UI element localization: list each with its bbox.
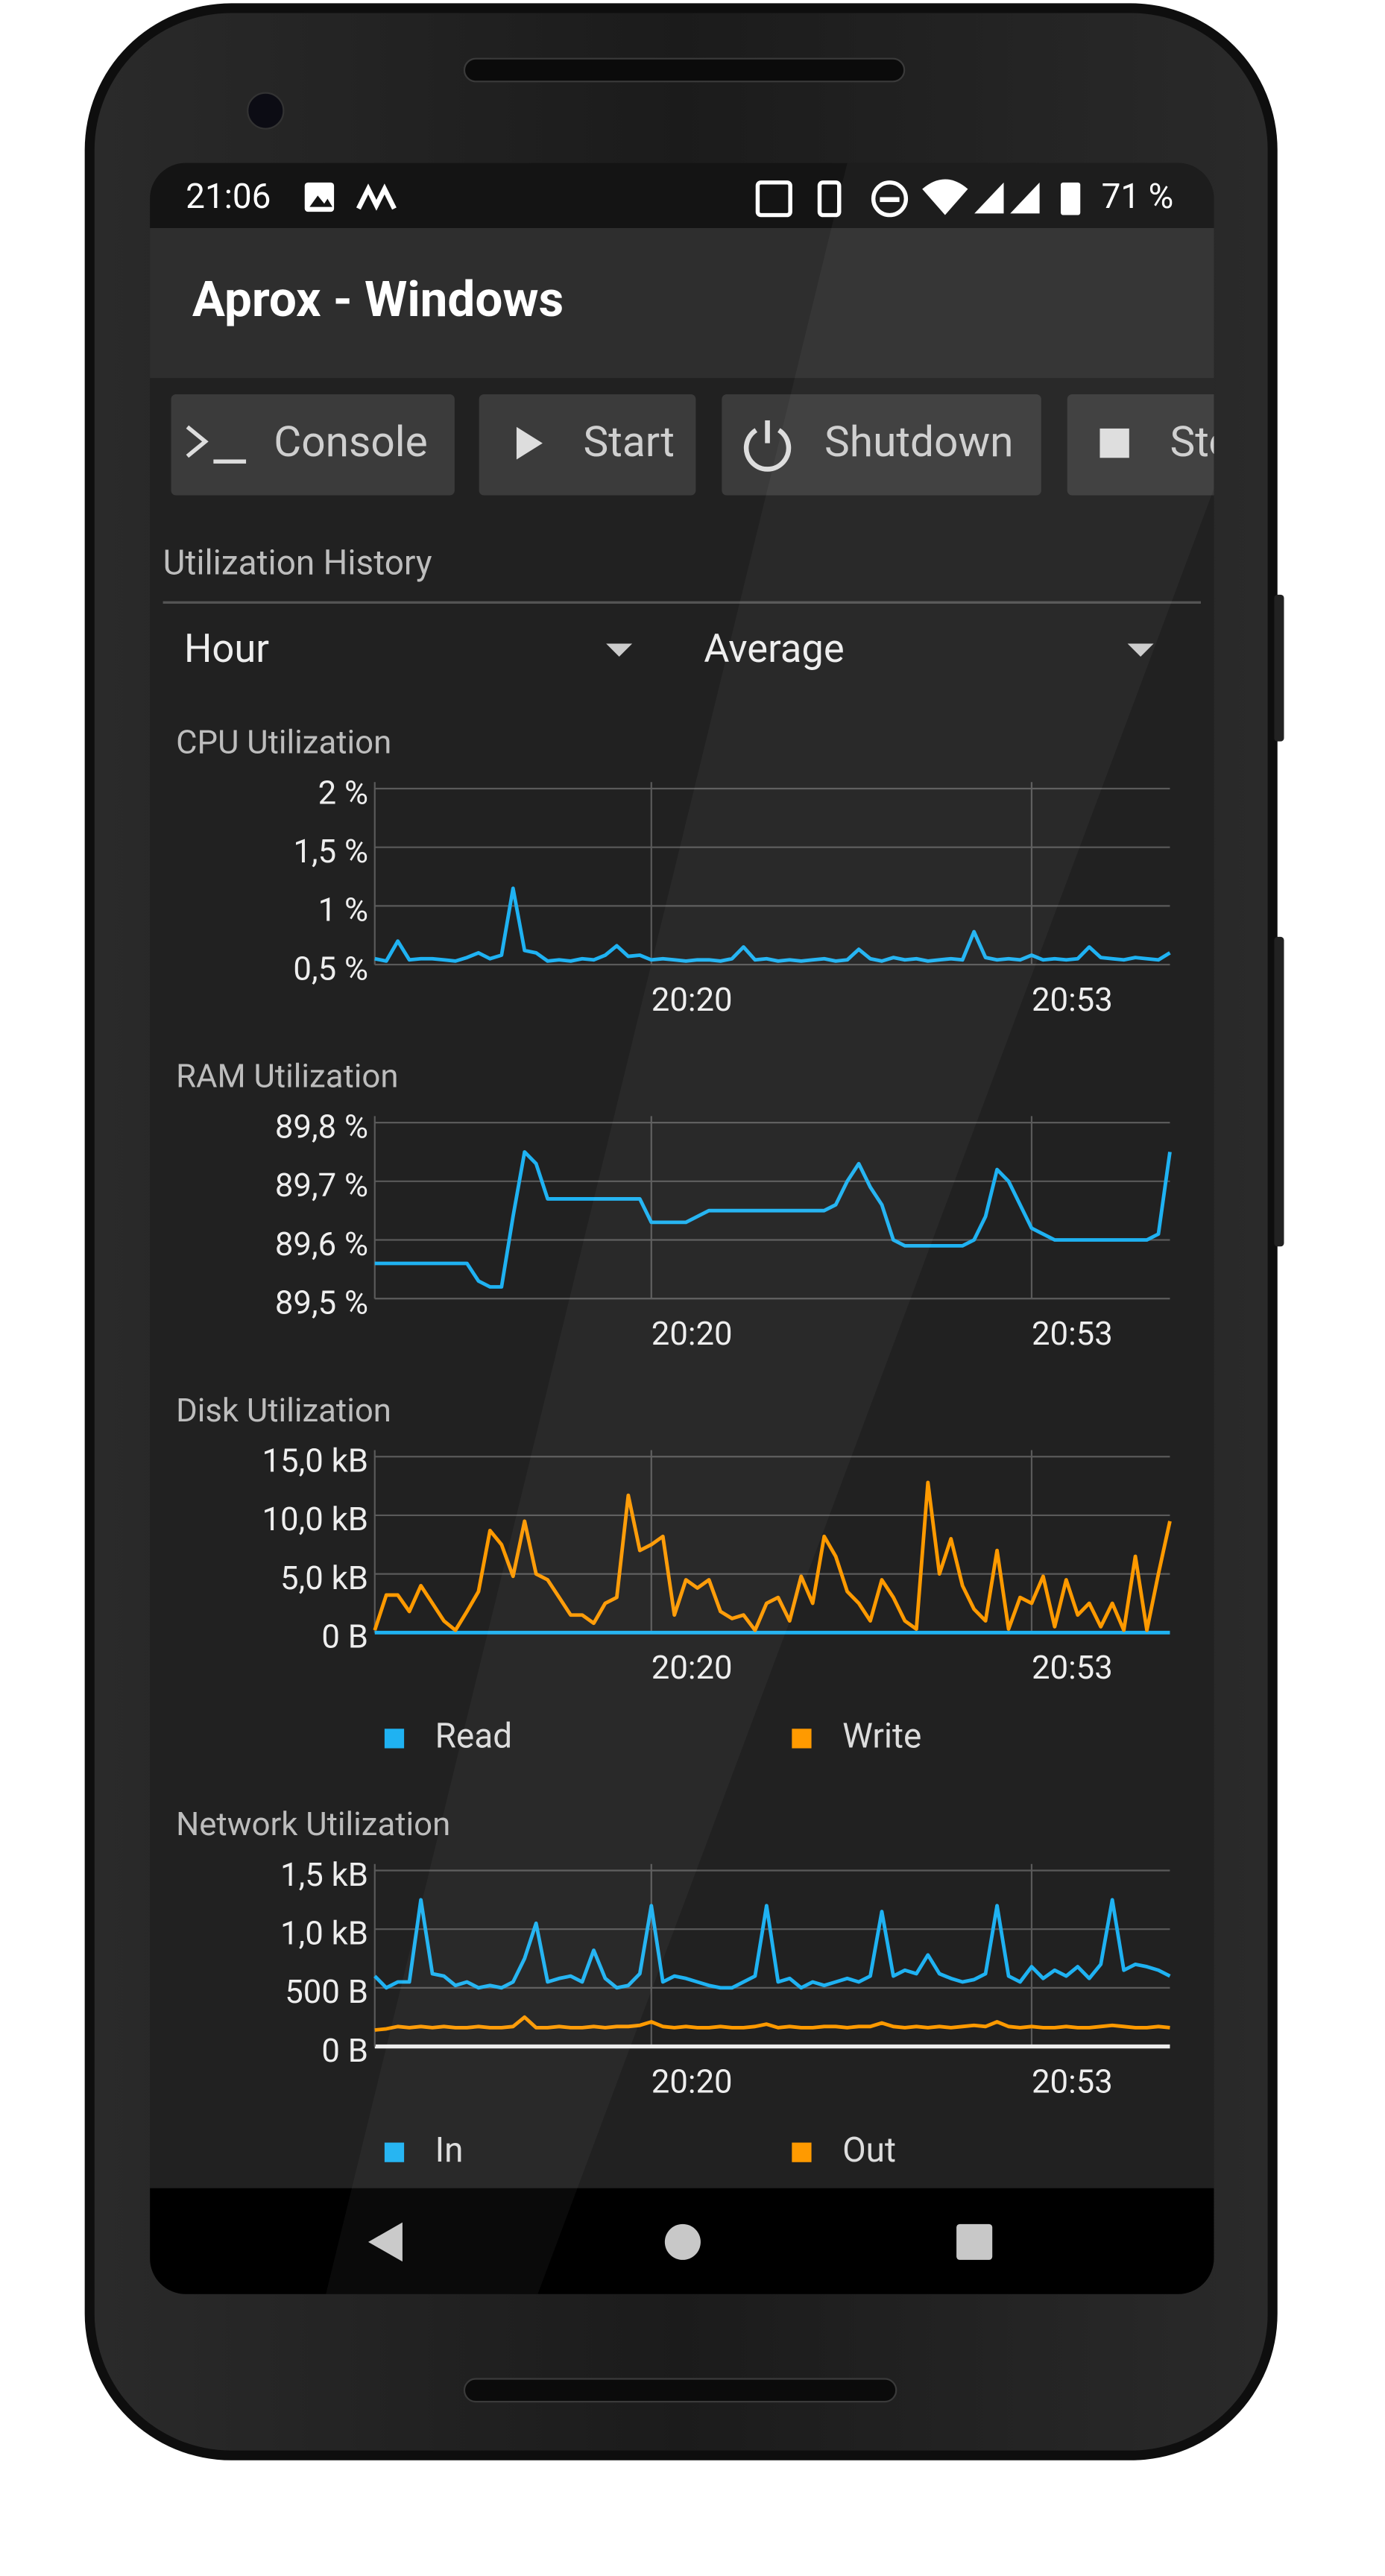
nav-recents[interactable] (956, 2223, 993, 2260)
chart-title: Disk Utilization (176, 1391, 391, 1430)
y-tick-label: 89,6 % (275, 1225, 368, 1263)
status-icon (871, 180, 909, 218)
y-tick-label: 0 B (321, 1617, 368, 1656)
icon (1100, 428, 1129, 458)
status-icon (974, 182, 1004, 214)
y-tick-label: 15,0 kB (262, 1442, 368, 1480)
aggregation-select[interactable]: Average (704, 625, 1154, 672)
nav-home[interactable] (664, 2223, 701, 2260)
app-title: Aprox - Windows (192, 271, 564, 329)
nav-back[interactable] (368, 2222, 403, 2262)
dropdown-arrow[interactable] (606, 643, 633, 657)
y-tick-label: 89,7 % (275, 1166, 368, 1205)
icon (186, 425, 209, 458)
status-battery: 71 % (1102, 177, 1174, 217)
button-label[interactable]: Start (584, 417, 675, 467)
x-tick-label: 20:53 (1032, 2062, 1113, 2100)
y-tick-label: 89,5 % (275, 1283, 368, 1322)
y-tick-label: 500 B (285, 1972, 368, 2011)
button[interactable] (722, 394, 1041, 496)
y-tick-label: 1,5 % (293, 832, 368, 871)
status-icon (309, 195, 332, 207)
dropdown-value[interactable]: Average (704, 625, 844, 672)
legend-swatch (384, 1729, 405, 1749)
status-icon (356, 183, 397, 211)
speaker (463, 2378, 897, 2403)
status-icon (817, 180, 842, 218)
status-icon (755, 180, 792, 218)
icon (516, 426, 543, 460)
x-tick-label: 20:20 (652, 980, 733, 1019)
y-tick-label: 5,0 kB (280, 1559, 368, 1597)
app-bar (150, 228, 1214, 379)
button[interactable] (479, 394, 696, 496)
series-line (373, 1480, 1172, 1632)
x-tick-label: 20:20 (652, 1648, 733, 1687)
y-tick-label: 89,8 % (275, 1107, 368, 1146)
status-icon (304, 182, 335, 212)
series-line (374, 1150, 1172, 1289)
legend-label: Write (842, 1717, 921, 1757)
legend-label: Read (435, 1717, 512, 1757)
y-tick-label: 0,5 % (293, 949, 368, 988)
dropdown-arrow[interactable] (1127, 643, 1154, 657)
action-stop[interactable]: Stop (1067, 394, 1296, 496)
y-tick-label: 1 % (318, 891, 368, 929)
status-icon (880, 197, 900, 203)
chart-title: CPU Utilization (176, 723, 391, 762)
screen (150, 162, 1214, 2294)
status-time: 21:06 (186, 177, 271, 217)
chart-title: Network Utilization (176, 1805, 450, 1843)
series-line (374, 886, 1171, 963)
x-tick-label: 20:53 (1032, 1314, 1113, 1353)
y-tick-label: 2 % (318, 773, 368, 812)
status-icon (1061, 182, 1081, 215)
button[interactable] (171, 394, 455, 496)
legend-swatch (384, 2142, 405, 2162)
divider (163, 601, 1201, 604)
button-label[interactable]: Console (274, 417, 427, 467)
charts: CPU Utilization 0,5 % 1 % 1,5 % 2 % 20:20 20:5… (176, 723, 1172, 2171)
icon (213, 459, 247, 464)
legend-swatch (792, 2142, 812, 2162)
section-title: Utilization History (163, 543, 432, 584)
button-label[interactable]: Stop (1170, 417, 1256, 467)
series-line (374, 2015, 1170, 2032)
y-tick-label: 1,0 kB (280, 1913, 368, 1952)
action-start[interactable]: Start (479, 394, 696, 496)
legend-label: In (435, 2130, 464, 2171)
status-icon (922, 179, 968, 215)
speaker (463, 57, 906, 83)
x-tick-label: 20:53 (1032, 1648, 1113, 1687)
series-line (373, 1898, 1171, 1990)
dropdown-value[interactable]: Hour (184, 625, 269, 672)
button-label[interactable]: Shutdown (824, 417, 1014, 467)
x-tick-label: 20:20 (652, 2062, 733, 2100)
legend-swatch (792, 1729, 812, 1749)
x-tick-label: 20:20 (652, 1314, 733, 1353)
chart-title: RAM Utilization (176, 1057, 398, 1096)
button[interactable] (1067, 394, 1296, 496)
action-console[interactable]: Console (171, 394, 455, 496)
glare (326, 162, 1214, 2294)
period-select[interactable]: Hour (184, 625, 633, 672)
icon (765, 420, 770, 443)
y-tick-label: 10,0 kB (262, 1500, 368, 1538)
y-tick-label: 0 B (321, 2031, 368, 2070)
y-tick-label: 1,5 kB (280, 1855, 368, 1894)
action-shutdown[interactable]: Shutdown (722, 394, 1041, 496)
screen-content: 21:06 71 % Aprox - Windows Console Start (150, 162, 1296, 2294)
camera (247, 92, 285, 130)
x-tick-label: 20:53 (1032, 980, 1113, 1019)
side-button (1274, 936, 1284, 1247)
side-button (1274, 594, 1284, 742)
icon (743, 428, 792, 472)
legend-label: Out (842, 2130, 896, 2171)
